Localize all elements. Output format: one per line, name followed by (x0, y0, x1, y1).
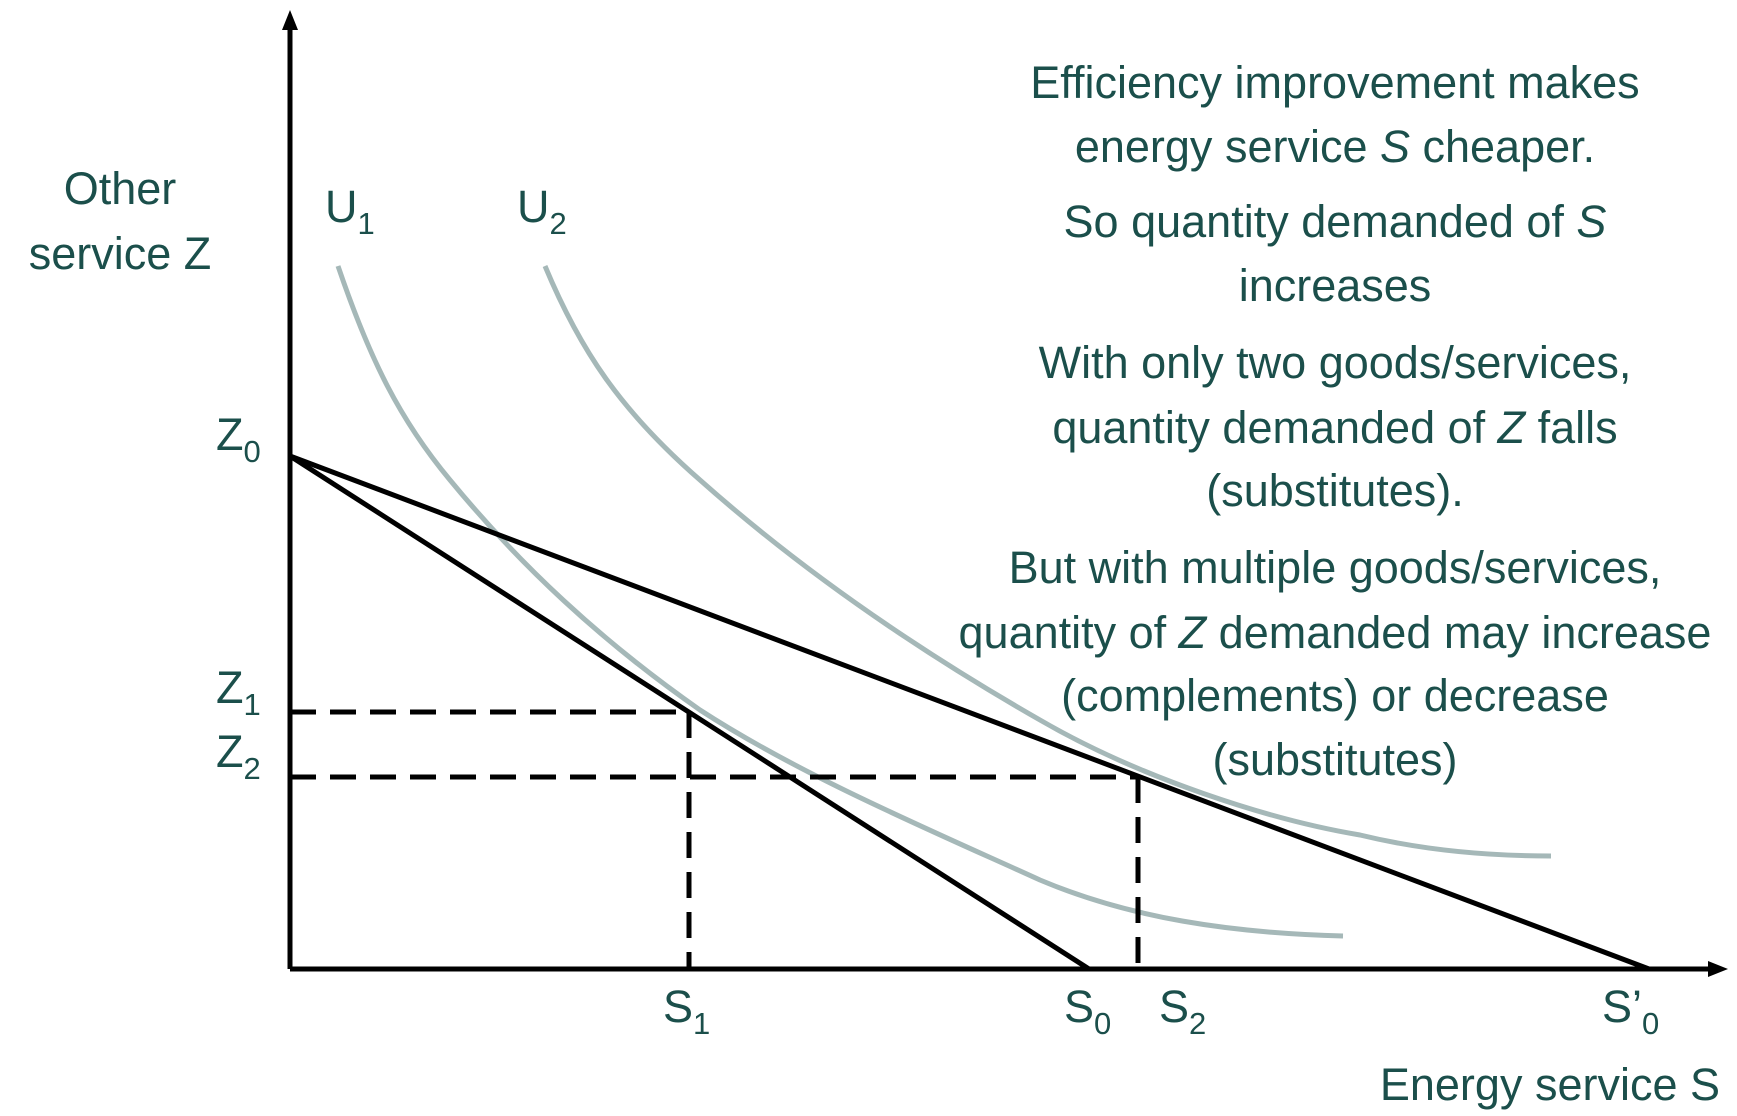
note-text: cheaper. (1410, 121, 1595, 172)
note-text: quantity demanded of (1052, 402, 1497, 453)
label-main: U (325, 181, 358, 232)
label-main: S’ (1602, 981, 1642, 1032)
note-text: (substitutes). (1206, 465, 1464, 516)
note-text: So quantity demanded of (1064, 196, 1577, 247)
x-arrow (1708, 961, 1728, 977)
x-axis-title: Energy service S (1380, 1059, 1720, 1110)
y-axis-title: Other (64, 163, 177, 214)
note-line: So quantity demanded of S (1064, 196, 1607, 247)
note-line: increases (1239, 260, 1432, 311)
note-line: But with multiple goods/services, (1009, 542, 1662, 593)
label-sub: 1 (244, 687, 261, 722)
note-text: demanded may increase (1206, 607, 1711, 658)
label-sub: 0 (1094, 1006, 1111, 1041)
label-main: S (663, 981, 693, 1032)
note-text: (substitutes) (1212, 734, 1457, 785)
label-sub: 2 (550, 206, 567, 241)
note-text: Z (1497, 402, 1527, 453)
note-line: With only two goods/services, (1039, 337, 1632, 388)
note-line: (complements) or decrease (1061, 670, 1609, 721)
note-text: But with multiple goods/services, (1009, 542, 1662, 593)
y-arrow (282, 10, 298, 30)
label-main: U (517, 181, 550, 232)
y-mark-label: Z0 (216, 409, 261, 469)
x-mark-label: S’0 (1602, 981, 1659, 1041)
curve-label: U1 (325, 181, 375, 241)
note-line: quantity of Z demanded may increase (959, 607, 1712, 658)
label-sub: 1 (693, 1006, 710, 1041)
y-mark-label: Z1 (216, 662, 261, 722)
note-text: With only two goods/services, (1039, 337, 1632, 388)
notes: Efficiency improvement makes energy serv… (959, 57, 1712, 785)
label-sub: 2 (244, 751, 261, 786)
label-main: Z (216, 662, 244, 713)
curve-label: U2 (517, 181, 567, 241)
label-sub: 2 (1189, 1006, 1206, 1041)
label-sub: 1 (358, 206, 375, 241)
label-sub: 0 (1642, 1006, 1659, 1041)
note-text: S (1576, 196, 1606, 247)
indifference-curve-u2 (542, 265, 1552, 859)
y-mark-label: Z2 (216, 726, 261, 786)
y-axis-title: service Z (29, 228, 212, 279)
note-text: S (1380, 121, 1410, 172)
x-mark-label: S1 (663, 981, 710, 1041)
note-text: Z (1178, 607, 1208, 658)
label-sub: 0 (244, 434, 261, 469)
label-main: Z (216, 409, 244, 460)
note-line: Efficiency improvement makes (1030, 57, 1639, 108)
budget-line-new (289, 453, 1650, 972)
note-text: falls (1525, 402, 1618, 453)
note-text: Efficiency improvement makes (1030, 57, 1639, 108)
note-line: (substitutes). (1206, 465, 1464, 516)
note-line: energy service S cheaper. (1075, 121, 1595, 172)
note-text: increases (1239, 260, 1432, 311)
x-mark-label: S2 (1159, 981, 1206, 1041)
note-text: energy service (1075, 121, 1380, 172)
note-text: (complements) or decrease (1061, 670, 1609, 721)
label-main: Z (216, 726, 244, 777)
x-mark-label: S0 (1064, 981, 1111, 1041)
note-line: (substitutes) (1212, 734, 1457, 785)
indifference-curve-u1 (335, 265, 1344, 939)
note-line: quantity demanded of Z falls (1052, 402, 1617, 453)
note-text: quantity of (959, 607, 1179, 658)
label-main: S (1064, 981, 1094, 1032)
label-main: S (1159, 981, 1189, 1032)
